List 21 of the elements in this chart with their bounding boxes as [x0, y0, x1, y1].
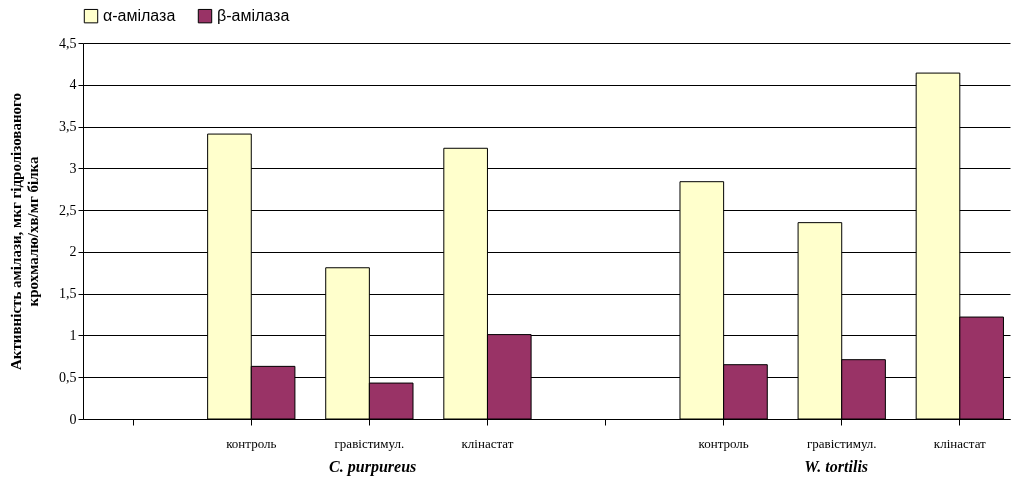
y-tick-label: 1,5 [59, 286, 77, 302]
y-tick-label: 2 [69, 244, 77, 260]
text: C. purpureus [329, 458, 417, 476]
x-tick-label: клінастат [933, 435, 987, 451]
text: W. tortilis [804, 458, 869, 475]
y-tick-label: 0 [69, 411, 77, 427]
y-tick-label: 0,5 [59, 369, 77, 385]
legend-label: β-амілаза [217, 7, 290, 25]
y-tick-label: 2,5 [59, 202, 77, 218]
y-tick-label: 4,5 [59, 35, 77, 51]
x-tick-label: контроль [698, 435, 749, 451]
y-axis-title: Активність амілази, мкг гідролізованого крохмалю/хв/мг білка [8, 92, 41, 371]
legend-label: α-амілаза [103, 7, 176, 25]
y-tick-label: 3,5 [59, 119, 77, 135]
x-tick-label: клінастат [461, 435, 514, 451]
x-tick-label: гравістимул. [334, 435, 405, 451]
x-tick-label: гравістимул. [806, 435, 877, 451]
y-tick-label: 3 [69, 160, 77, 176]
x-tick-label: контроль [226, 435, 277, 451]
y-tick-label: 4 [69, 77, 77, 93]
y-tick-label: 1 [69, 327, 77, 343]
